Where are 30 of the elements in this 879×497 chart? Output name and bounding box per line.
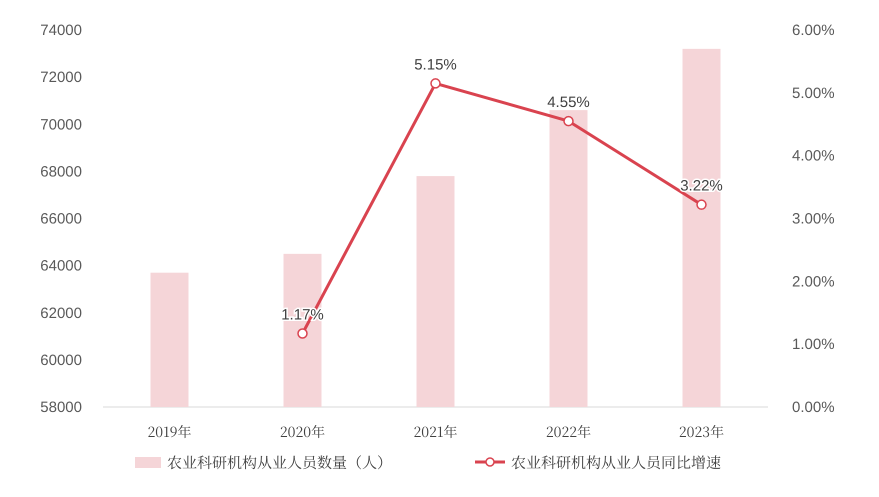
point (297, 328, 308, 339)
y-tick-label: 68000 (40, 163, 82, 180)
y-tick-label: 66000 (40, 210, 82, 228)
point (563, 116, 574, 126)
y-tick-label: 74000 (40, 22, 82, 39)
y-tick-label: 58000 (40, 399, 82, 416)
x-tick-label: 2021年 (413, 422, 458, 442)
y2-tick-label: 0.00% (792, 399, 835, 416)
point (696, 199, 707, 210)
point (430, 78, 441, 89)
y-tick-label: 72000 (40, 69, 82, 86)
y-tick-label: 62000 (40, 304, 82, 322)
y2-tick-label: 3.00% (792, 210, 835, 228)
x-tick-label: 2023年 (678, 422, 724, 442)
x-tick-label: 2022年 (546, 422, 592, 442)
data-label: 5.15% (414, 56, 457, 74)
y2-tick-label: 1.00% (792, 336, 835, 354)
y2-tick-label: 2.00% (792, 273, 835, 290)
data-label: 3.22% (680, 178, 723, 195)
data-label: 4.55% (547, 94, 590, 112)
y2-tick-label: 4.00% (792, 148, 835, 165)
y-tick-label: 70000 (40, 116, 82, 134)
legend-label: 农业科研机构从业人员数量（人） (167, 452, 392, 473)
legend-label: 农业科研机构从业人员同比增速 (511, 452, 722, 473)
y-tick-label: 60000 (40, 352, 82, 369)
x-tick-label: 2019年 (147, 422, 192, 442)
x-tick-label: 2020年 (280, 422, 326, 442)
y2-tick-label: 6.00% (792, 22, 835, 39)
y2-tick-label: 5.00% (792, 84, 835, 102)
y-tick-label: 64000 (40, 258, 82, 275)
